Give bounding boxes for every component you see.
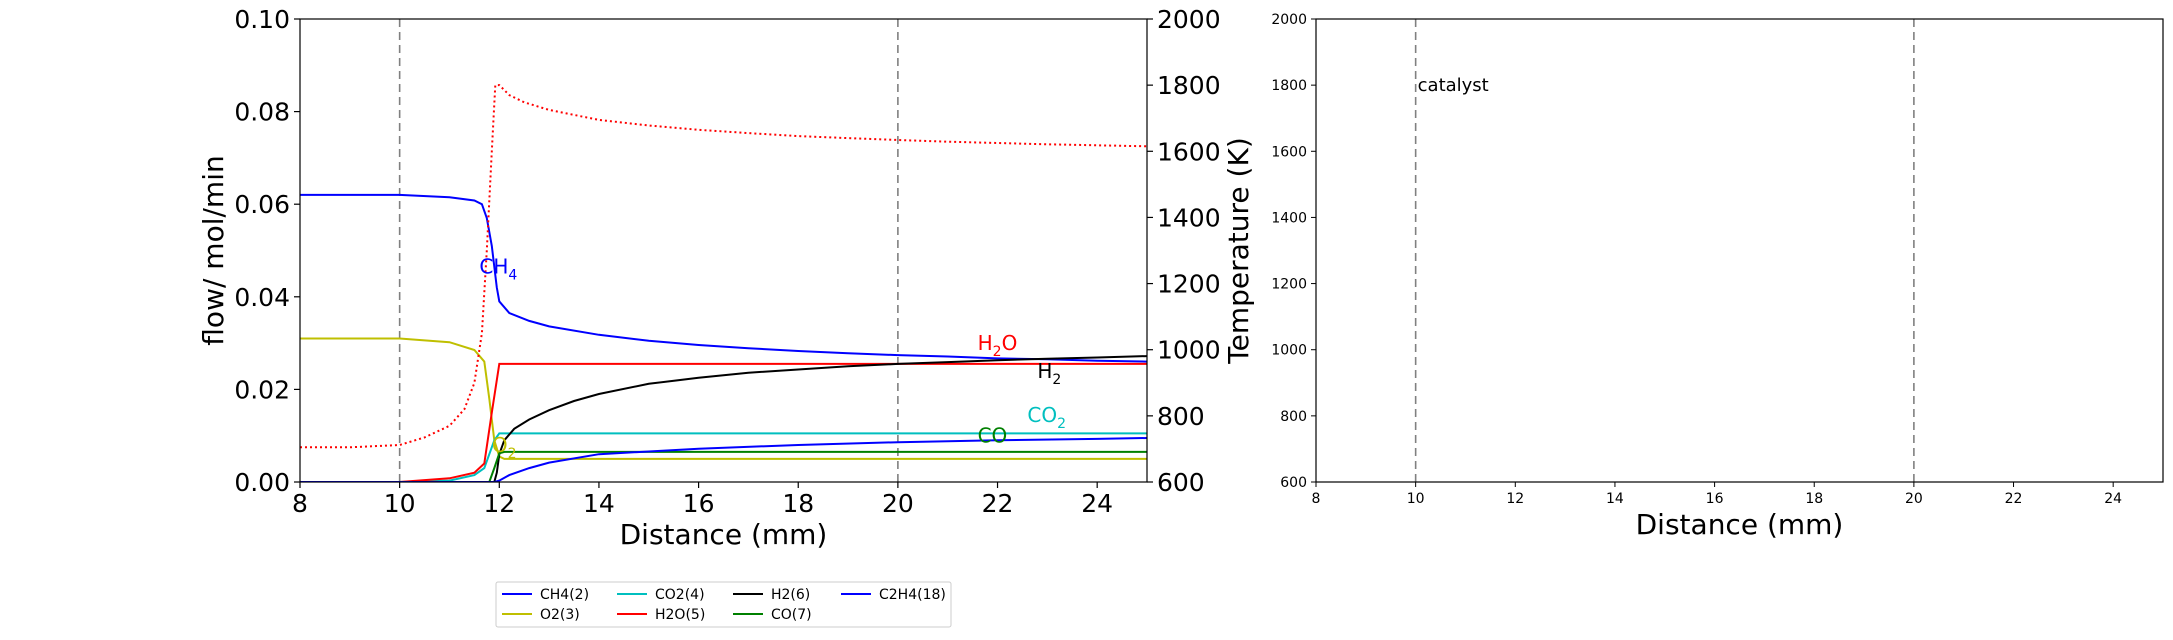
y2-tick-label: 1600 bbox=[1157, 137, 1221, 166]
plot-area bbox=[300, 84, 1147, 482]
y-tick-label: 0.08 bbox=[234, 98, 290, 127]
legend-entry-label: CH4(2) bbox=[540, 587, 589, 603]
y2-tick-label: 2000 bbox=[1157, 5, 1221, 34]
x-tick-label: 14 bbox=[1606, 491, 1624, 507]
legend-entry-label: C2H4(18) bbox=[879, 587, 946, 603]
y2-tick-label: 600 bbox=[1157, 468, 1205, 497]
y2-tick-label: 1000 bbox=[1157, 336, 1221, 365]
x-tick-label: 10 bbox=[1407, 491, 1425, 507]
species-annotation: O2 bbox=[492, 433, 517, 462]
y-tick-label: 0.06 bbox=[234, 190, 290, 219]
legend-entry-label: CO2(4) bbox=[655, 587, 705, 603]
series-line-3 bbox=[300, 362, 1147, 482]
species-annotation: H2 bbox=[1037, 359, 1061, 388]
species-annotation: CO bbox=[978, 424, 1008, 448]
series-line-2 bbox=[300, 432, 1147, 482]
x-tick-label: 10 bbox=[384, 489, 416, 518]
annotation-base: CO bbox=[978, 424, 1008, 448]
x-tick-label: 18 bbox=[1805, 491, 1823, 507]
species-annotation: H2O bbox=[978, 331, 1018, 360]
annotation-base: H bbox=[978, 331, 993, 355]
legend-entry-label: H2(6) bbox=[771, 587, 810, 603]
y-tick-label: 1000 bbox=[1271, 343, 1307, 359]
y-tick-label: 1200 bbox=[1271, 277, 1307, 293]
species-annotation: CO2 bbox=[1027, 403, 1066, 432]
legend-entry-label: H2O(5) bbox=[655, 607, 705, 623]
x-tick-label: 14 bbox=[583, 489, 615, 518]
y-axis-label: flow/ mol/min bbox=[197, 155, 230, 345]
x-tick-label: 22 bbox=[982, 489, 1014, 518]
secondary-chart-panel: 8 10 12 14 16 18 20 22 24 600 800 1000 1200 1400 1600 1… bbox=[1271, 12, 2164, 541]
x-tick-label: 18 bbox=[782, 489, 814, 518]
y-tick-label: 600 bbox=[1280, 475, 1307, 491]
annotation-subscript: 2 bbox=[1052, 372, 1061, 388]
y-tick-label: 0.00 bbox=[234, 468, 290, 497]
x-tick-label: 20 bbox=[882, 489, 914, 518]
series-line-1 bbox=[300, 337, 1147, 460]
annotation-base: CH bbox=[479, 255, 508, 279]
x-tick-label: 12 bbox=[483, 489, 515, 518]
annotation-base: O bbox=[492, 433, 508, 457]
y-tick-label: 2000 bbox=[1271, 12, 1307, 28]
legend-box bbox=[495, 581, 952, 628]
y2-axis-label: Temperature (K) bbox=[1222, 137, 1255, 364]
annotation-subscript: 2 bbox=[508, 446, 517, 462]
y-tick-label: 1800 bbox=[1271, 78, 1307, 94]
annotation-subscript: 4 bbox=[508, 268, 517, 284]
annotation-subscript: 2 bbox=[993, 344, 1002, 360]
x-axis-label: Distance (mm) bbox=[620, 518, 828, 551]
plot-frame bbox=[1315, 18, 2164, 483]
x-tick-label: 20 bbox=[1905, 491, 1923, 507]
annotation-base: H bbox=[1037, 359, 1052, 383]
annotation-subscript: 2 bbox=[1057, 416, 1066, 432]
y-tick-label: 0.04 bbox=[234, 283, 290, 312]
y-tick-label: 0.02 bbox=[234, 375, 290, 404]
x-tick-label: 12 bbox=[1506, 491, 1524, 507]
series-line-6 bbox=[300, 437, 1147, 482]
series-line-5 bbox=[300, 450, 1147, 482]
x-tick-label: 8 bbox=[292, 489, 308, 518]
main-chart-panel: 8 10 12 14 16 18 20 22 240.000.020.040.060.080.1… bbox=[197, 5, 1255, 551]
species-annotation: CH4 bbox=[479, 255, 517, 284]
legend: CH4(2) CO2(4) H2(6) C2H4(18) O2(3) H2O(5) CO(7… bbox=[495, 581, 952, 628]
y2-tick-label: 1200 bbox=[1157, 270, 1221, 299]
y2-tick-label: 800 bbox=[1157, 402, 1205, 431]
x-tick-label: 16 bbox=[683, 489, 715, 518]
series-line-7 bbox=[300, 84, 1147, 449]
annotation-tail: O bbox=[1002, 331, 1018, 355]
series-line-0 bbox=[300, 193, 1147, 363]
x-tick-label: 8 bbox=[1312, 491, 1321, 507]
y-tick-label: 1400 bbox=[1271, 210, 1307, 226]
legend-entry-label: O2(3) bbox=[540, 607, 580, 623]
legend-entry-label: CO(7) bbox=[771, 607, 812, 623]
annotation-base: CO bbox=[1027, 403, 1057, 427]
series-line-4 bbox=[300, 355, 1147, 482]
x-tick-label: 16 bbox=[1706, 491, 1724, 507]
x-tick-label: 24 bbox=[1081, 489, 1113, 518]
y2-tick-label: 1800 bbox=[1157, 71, 1221, 100]
plot-frame bbox=[299, 18, 1148, 483]
y2-tick-label: 1400 bbox=[1157, 203, 1221, 232]
x-tick-label: 22 bbox=[2005, 491, 2023, 507]
y-tick-label: 800 bbox=[1280, 409, 1307, 425]
y-tick-label: 0.10 bbox=[234, 5, 290, 34]
y-tick-label: 1600 bbox=[1271, 144, 1307, 160]
catalyst-annotation: catalyst bbox=[1418, 75, 1489, 96]
x-axis-label: Distance (mm) bbox=[1636, 508, 1844, 541]
x-tick-label: 24 bbox=[2104, 491, 2122, 507]
